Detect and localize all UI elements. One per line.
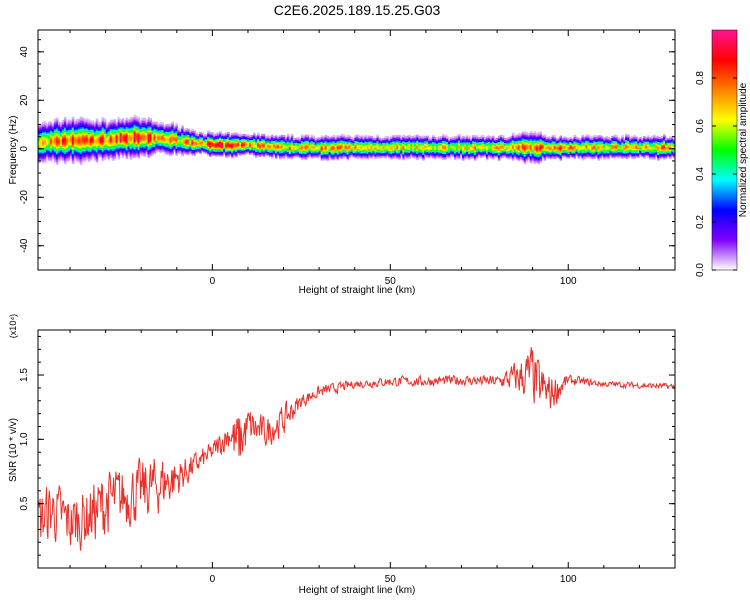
colorbar-tick-label: 0.6 [695, 119, 706, 133]
colorbar-label: Normalized spectral amplitude [738, 82, 749, 217]
snr-x-label: Height of straight line (km) [299, 585, 416, 596]
colorbar: 0.0 0.2 0.4 0.6 0.8 Normalized spectral ampl… [695, 29, 749, 277]
spectrogram-y-tick-label: 40 [19, 46, 30, 58]
spectrogram-y-ticks: 40 20 0 -20 -40 [19, 39, 675, 271]
colorbar-tick-label: 0.4 [695, 167, 706, 181]
spectrogram-image [38, 115, 675, 166]
spectrogram-x-tick-label: 50 [385, 276, 397, 287]
snr-y-ticks: 1.5 1.0 0.5 [19, 335, 675, 569]
snr-series-line [38, 347, 675, 551]
spectrogram-y-tick-label: 0 [19, 146, 30, 152]
snr-x-tick-label: 50 [385, 574, 397, 585]
colorbar-tick-label: 0.8 [695, 71, 706, 85]
colorbar-tick-label: 0.0 [695, 263, 706, 277]
spectrogram-y-label: Frequency (Hz) [8, 116, 19, 185]
spectrogram-y-tick-label: 20 [19, 94, 30, 106]
spectrogram-x-ticks: 0 50 100 [69, 30, 676, 287]
spectrogram-x-tick-label: 100 [560, 276, 577, 287]
snr-y-tick-label: 0.5 [19, 496, 30, 510]
chart-title: C2E6.2025.189.15.25.G03 [274, 2, 441, 18]
snr-x-tick-label: 0 [210, 574, 216, 585]
snr-y-tick-label: 1.5 [19, 368, 30, 382]
snr-y-scale-label: (x10⁴) [8, 314, 18, 338]
colorbar-tick-label: 0.2 [695, 215, 706, 229]
colorbar-gradient [711, 29, 738, 271]
spectrogram-x-tick-label: 0 [210, 276, 216, 287]
spectrogram-frame [37, 29, 676, 271]
spectrogram-x-label: Height of straight line (km) [299, 285, 416, 296]
snr-y-tick-label: 1.0 [19, 432, 30, 446]
snr-frame [37, 329, 676, 569]
colorbar-ticks: 0.0 0.2 0.4 0.6 0.8 [695, 71, 737, 277]
snr-y-label: SNR (10 * v/v) [8, 418, 19, 482]
spectrogram-y-tick-label: -40 [19, 238, 30, 253]
spectrogram-panel: 0 50 100 40 20 0 -20 -40 Height of straight li… [8, 29, 676, 296]
snr-panel: 0 50 100 1.5 1.0 0.5 Height of straight line… [8, 314, 676, 596]
snr-x-ticks: 0 50 100 [69, 330, 676, 585]
snr-x-tick-label: 100 [560, 574, 577, 585]
spectrogram-y-tick-label: -20 [19, 190, 30, 205]
